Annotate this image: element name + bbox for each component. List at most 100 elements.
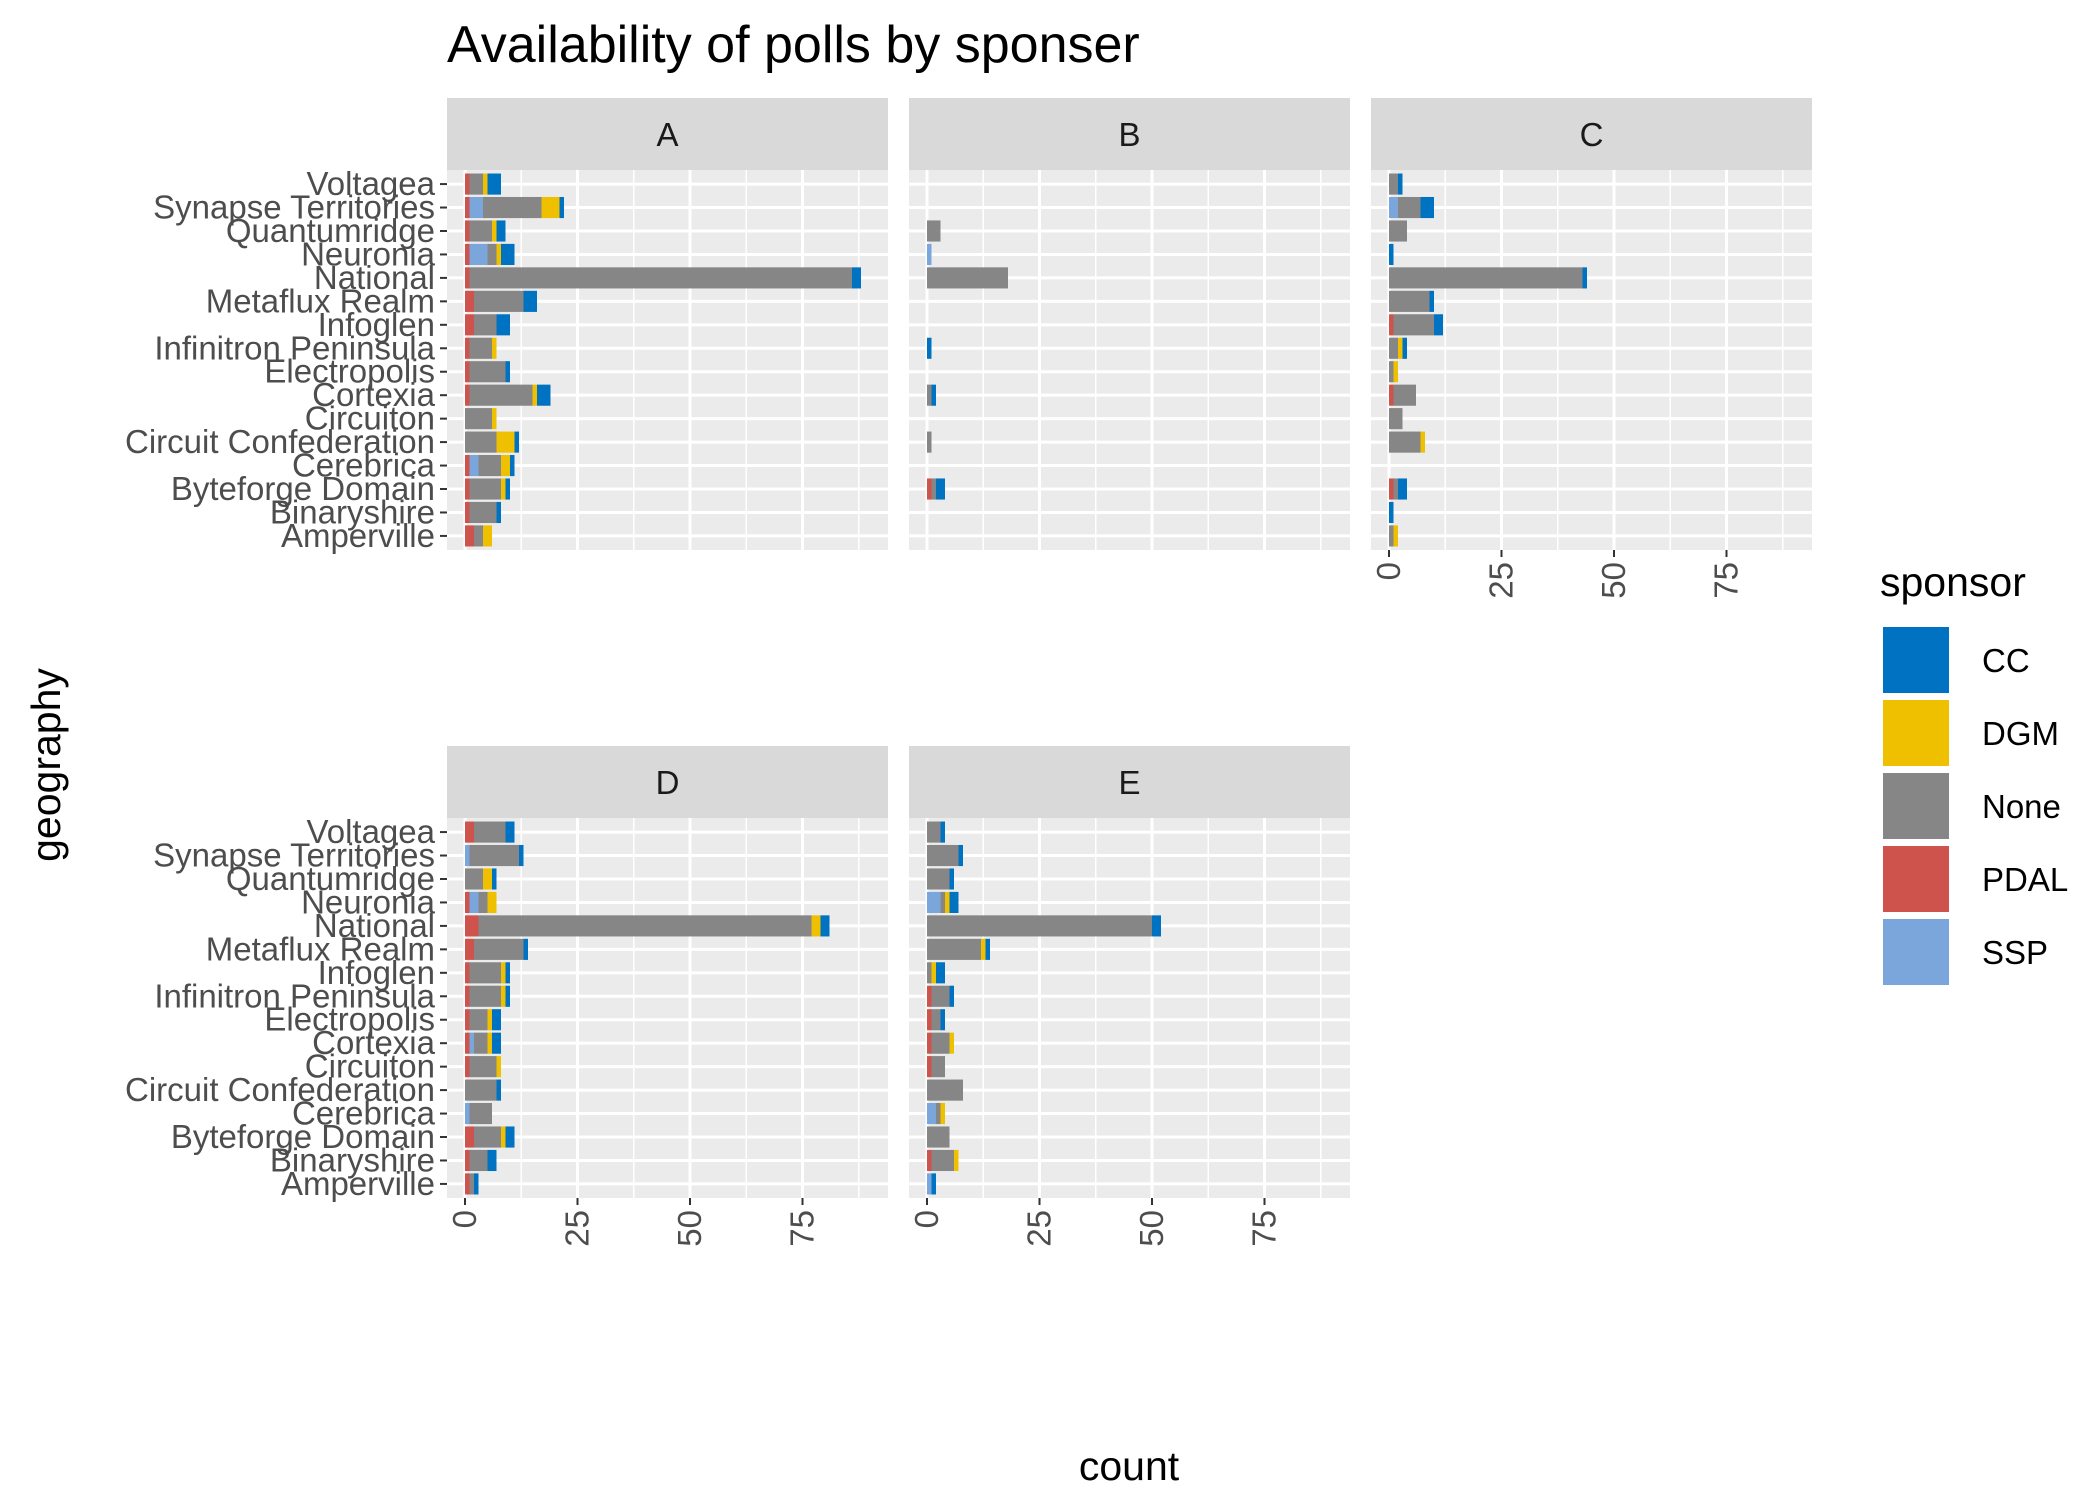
x-tick-label: 0 — [908, 1210, 945, 1228]
bar-pdal-circuiton — [927, 1056, 932, 1078]
bar-dgm-amperville — [1393, 525, 1398, 547]
bar-dgm-circuiton — [496, 1056, 501, 1078]
bar-none-synapse-territories — [469, 844, 519, 867]
chart-title: Availability of polls by sponser — [447, 16, 1140, 74]
bar-none-voltagea — [1389, 173, 1398, 195]
bar-cc-infinitron-peninsula — [505, 985, 510, 1007]
bar-cc-voltagea — [505, 821, 515, 843]
x-tick-label: 50 — [1133, 1210, 1170, 1247]
bar-ssp-cerebrica — [465, 1103, 470, 1125]
bar-dgm-electropolis — [487, 1009, 492, 1031]
bar-pdal-electropolis — [927, 1009, 932, 1031]
bar-cc-synapse-territories — [559, 196, 564, 219]
bar-pdal-national — [465, 267, 470, 289]
bar-ssp-cerebrica — [469, 455, 479, 477]
bar-none-electropolis — [931, 1009, 941, 1031]
bar-none-electropolis — [1389, 361, 1394, 383]
bar-none-cortexia — [469, 384, 533, 406]
bar-ssp-synapse-territories — [1389, 196, 1398, 219]
bar-dgm-cortexia — [949, 1032, 954, 1054]
bar-none-circuiton — [931, 1056, 945, 1078]
bar-dgm-byteforge-domain — [501, 478, 506, 500]
bar-cc-electropolis — [492, 1009, 501, 1031]
bar-none-quantumridge — [469, 220, 492, 242]
bar-cc-metaflux-realm — [523, 290, 537, 312]
plot-background — [447, 170, 888, 550]
bar-none-quantumridge — [465, 868, 483, 890]
bar-pdal-electropolis — [465, 361, 470, 383]
facet-strip — [447, 98, 888, 170]
bar-pdal-cortexia — [465, 384, 470, 406]
bar-none-voltagea — [469, 173, 483, 195]
bar-cc-cerebrica — [510, 455, 515, 477]
bar-none-binaryshire — [469, 501, 497, 524]
y-tick-label-national: National — [314, 259, 435, 296]
y-tick-label-binaryshire: Binaryshire — [270, 493, 435, 530]
bar-cc-neuronia — [1389, 243, 1394, 265]
bar-none-metaflux-realm — [474, 938, 524, 960]
bar-pdal-infinitron-peninsula — [927, 985, 932, 1007]
bar-dgm-national — [811, 915, 821, 937]
bar-pdal-byteforge-domain — [927, 478, 932, 500]
bar-none-binaryshire — [931, 1149, 954, 1172]
y-tick-label-byteforge-domain: Byteforge Domain — [171, 470, 435, 507]
bar-none-synapse-territories — [927, 844, 959, 867]
bar-cc-electropolis — [940, 1009, 945, 1031]
bar-cc-infinitron-peninsula — [949, 985, 954, 1007]
bar-cc-national — [820, 915, 830, 937]
y-tick-label-synapse-territories: Synapse Territories — [153, 837, 435, 874]
bar-pdal-national — [465, 915, 479, 937]
plot-background — [1371, 170, 1812, 550]
bar-dgm-circuiton — [492, 408, 497, 430]
bar-ssp-synapse-territories — [465, 844, 470, 867]
bar-pdal-neuronia — [465, 891, 470, 913]
bar-pdal-cortexia — [1389, 384, 1394, 406]
bar-none-national — [927, 915, 1152, 937]
bar-pdal-cerebrica — [465, 455, 470, 477]
y-tick-label-voltagea: Voltagea — [307, 165, 436, 202]
bar-none-infoglen — [1393, 314, 1434, 336]
bar-none-cortexia — [927, 384, 932, 406]
x-axis-title: count — [1079, 1443, 1180, 1489]
x-tick-label: 25 — [559, 1210, 596, 1247]
bar-cc-synapse-territories — [519, 844, 524, 867]
y-tick-label-national: National — [314, 907, 435, 944]
bar-none-neuronia — [478, 891, 488, 913]
bar-pdal-metaflux-realm — [465, 290, 474, 312]
facet-strip-label: E — [1118, 764, 1140, 801]
bar-none-circuit-confederation — [465, 431, 497, 453]
bar-none-cortexia — [931, 1032, 950, 1054]
bar-none-byteforge-domain — [1393, 478, 1398, 500]
bar-pdal-byteforge-domain — [465, 1126, 474, 1148]
y-tick-label-cortexia: Cortexia — [312, 1024, 436, 1061]
facet-panel-e: E 0 25 50 75 — [908, 746, 1350, 1247]
bar-pdal-infoglen — [465, 314, 474, 336]
bar-none-electropolis — [469, 361, 506, 383]
bar-none-voltagea — [927, 821, 941, 843]
bar-pdal-metaflux-realm — [465, 938, 474, 960]
bar-pdal-voltagea — [465, 821, 474, 843]
legend-key-none — [1881, 771, 1951, 841]
facet-panel-c: C 0 25 50 75 — [1370, 98, 1812, 599]
bar-pdal-circuiton — [465, 1056, 470, 1078]
bar-none-circuit-confederation — [927, 1079, 963, 1101]
bar-none-circuiton — [469, 1056, 497, 1078]
bar-none-voltagea — [474, 821, 506, 843]
bar-cc-electropolis — [505, 361, 510, 383]
bar-none-infinitron-peninsula — [1389, 337, 1398, 359]
bar-none-amperville — [474, 525, 483, 547]
y-tick-label-neuronia: Neuronia — [301, 235, 436, 272]
bar-none-electropolis — [469, 1009, 488, 1031]
bar-none-quantumridge — [927, 220, 941, 242]
bar-dgm-byteforge-domain — [501, 1126, 506, 1148]
bar-none-cerebrica — [469, 1103, 492, 1125]
x-tick-label: 0 — [1370, 562, 1407, 580]
bar-cc-cortexia — [931, 384, 936, 406]
y-tick-label-infoglen: Infoglen — [318, 954, 435, 991]
y-tick-label-synapse-territories: Synapse Territories — [153, 189, 435, 226]
facet-strip — [909, 746, 1350, 818]
bar-none-synapse-territories — [1398, 196, 1421, 219]
